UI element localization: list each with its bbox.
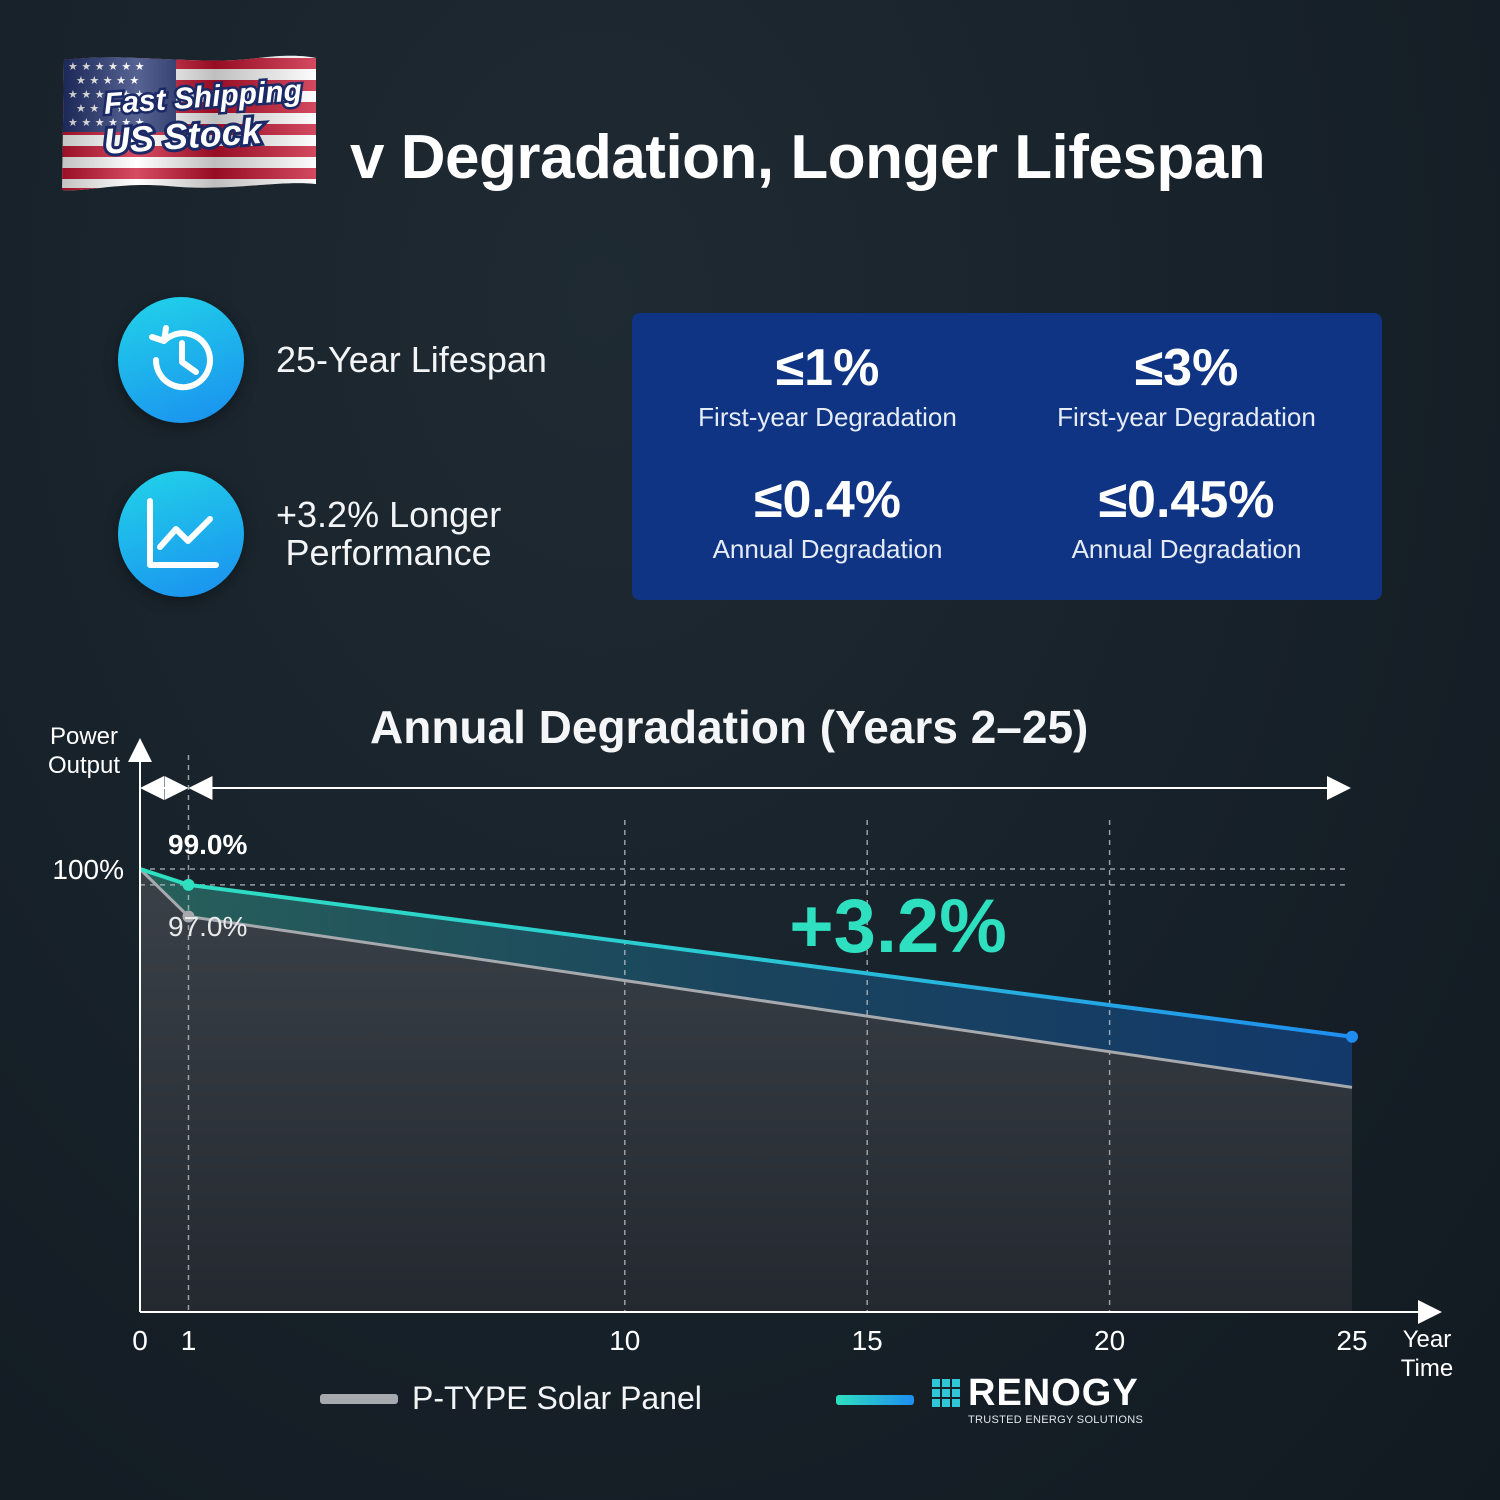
stat-cell: ≤0.45% Annual Degradation (999, 470, 1374, 565)
renogy-logo: RENOGY TRUSTED ENERGY SOLUTIONS (932, 1374, 1143, 1426)
stat-label: First-year Degradation (698, 402, 957, 432)
renogy-grid-icon (932, 1379, 960, 1407)
x-axis-label-line2: Time (1400, 1355, 1454, 1382)
feature-performance: +3.2% Longer Performance (118, 471, 501, 597)
legend-ptype: P-TYPE Solar Panel (320, 1380, 702, 1417)
y-axis-label-line2: Output (47, 752, 121, 779)
stat-value: ≤3% (1134, 339, 1239, 397)
x-axis-label: Year Time (1392, 1325, 1462, 1383)
ptype-point-year1 (182, 910, 195, 923)
legend-ptype-swatch (320, 1393, 398, 1404)
advantage-annotation: +3.2% (789, 884, 1007, 969)
feature-performance-text: +3.2% Longer Performance (276, 496, 501, 572)
x-tick-label: 0 (132, 1325, 148, 1356)
stat-cell: ≤3% First-year Degradation (999, 338, 1374, 433)
y-tick-label: 100% (52, 854, 124, 885)
x-tick-label: 10 (609, 1325, 640, 1356)
stat-label: Annual Degradation (712, 534, 943, 564)
stat-value: ≤0.45% (1098, 471, 1275, 529)
x-tick-label: 20 (1094, 1325, 1125, 1356)
stat-cell: ≤1% First-year Degradation (640, 338, 1015, 433)
stat-value: ≤0.4% (753, 471, 902, 529)
trend-chart-icon (118, 471, 244, 597)
feature-lifespan-text: 25-Year Lifespan (276, 339, 547, 380)
legend-renogy-swatch (836, 1395, 914, 1405)
ptype-area (140, 869, 1352, 1312)
x-tick-label: 25 (1336, 1325, 1367, 1356)
stat-value: ≤1% (775, 339, 880, 397)
renogy-tagline: TRUSTED ENERGY SOLUTIONS (968, 1414, 1144, 1426)
x-tick-label: 15 (852, 1325, 883, 1356)
stat-label: Annual Degradation (1071, 534, 1302, 564)
ptype-year1-label: 97.0% (168, 911, 247, 942)
stat-label: First-year Degradation (1057, 402, 1316, 432)
renogy-wordmark: RENOGY (968, 1372, 1139, 1414)
renogy-year1-label: 99.0% (168, 829, 247, 860)
x-axis-label-line1: Year (1402, 1326, 1452, 1353)
stat-cell: ≤0.4% Annual Degradation (640, 470, 1015, 565)
renogy-point-year25 (1346, 1030, 1358, 1043)
degradation-stats-panel: ≤1% First-year Degradation ≤3% First-yea… (632, 313, 1382, 600)
legend-ptype-label: P-TYPE Solar Panel (412, 1380, 702, 1416)
renogy-advantage-area (140, 869, 1352, 1088)
y-axis-label-line1: Power (49, 723, 119, 750)
legend-renogy: RENOGY TRUSTED ENERGY SOLUTIONS (836, 1374, 1143, 1426)
feature-performance-line1: +3.2% Longer (276, 494, 502, 535)
chart-title: Annual Degradation (Years 2–25) (370, 701, 1089, 753)
y-axis-label: Power Output (38, 722, 130, 780)
clock-history-icon (118, 297, 244, 423)
feature-lifespan: 25-Year Lifespan (118, 297, 547, 423)
renogy-point-year1 (182, 878, 195, 891)
page-title: v Degradation, Longer Lifespan (350, 123, 1266, 192)
feature-performance-line2: Performance (285, 532, 492, 573)
fast-shipping-us-stock-badge: ★ ★ ★ ★ ★ ★ ★ ★ ★ ★ ★ ★ ★ ★ ★ ★ ★ ★ ★ ★ … (62, 55, 316, 191)
x-tick-label: 1 (181, 1325, 197, 1356)
